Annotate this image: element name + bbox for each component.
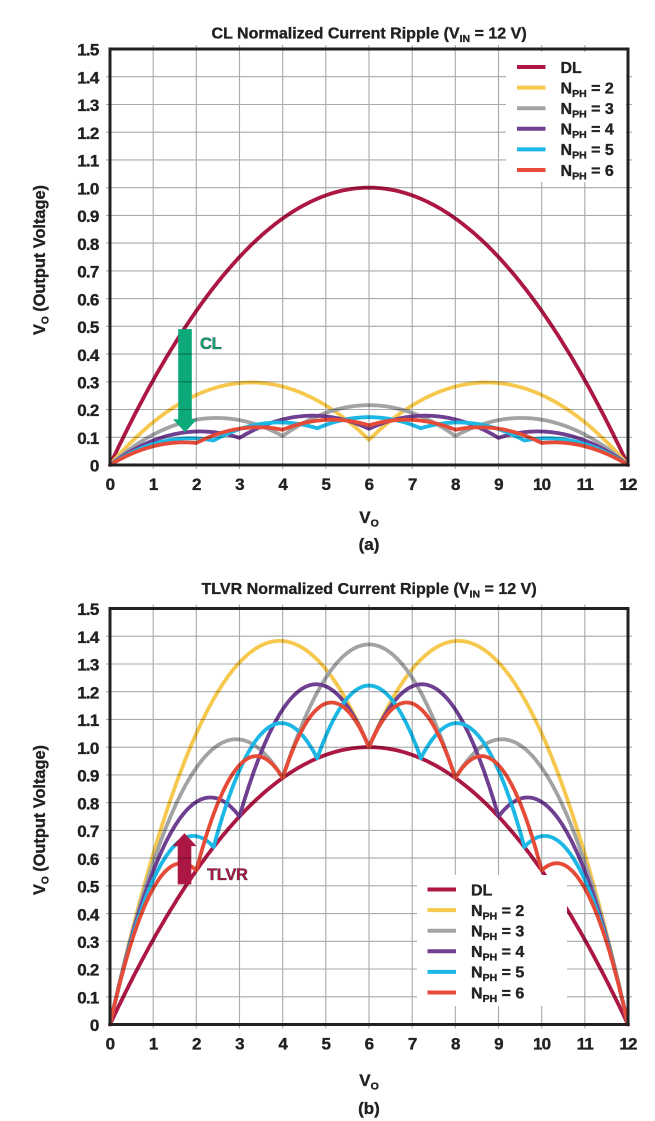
svg-text:7: 7	[408, 1034, 417, 1053]
svg-text:0.4: 0.4	[77, 346, 100, 365]
svg-text:0.3: 0.3	[77, 373, 99, 392]
svg-text:0: 0	[106, 475, 115, 494]
svg-text:4: 4	[278, 475, 288, 494]
svg-text:NPH = 6: NPH = 6	[471, 985, 524, 1005]
svg-text:(b): (b)	[358, 1099, 380, 1118]
svg-text:NPH = 4: NPH = 4	[471, 944, 524, 964]
svg-text:0.5: 0.5	[77, 877, 99, 896]
svg-text:0.2: 0.2	[77, 401, 99, 420]
svg-text:8: 8	[451, 1034, 460, 1053]
svg-text:NPH = 3: NPH = 3	[561, 101, 614, 121]
svg-text:0.9: 0.9	[77, 767, 99, 786]
svg-text:9: 9	[494, 475, 503, 494]
svg-text:NPH = 6: NPH = 6	[561, 163, 614, 183]
svg-text:0.1: 0.1	[77, 988, 99, 1007]
svg-text:0.4: 0.4	[77, 905, 100, 924]
svg-text:0.1: 0.1	[77, 429, 99, 448]
svg-text:CL Normalized Current Ripple (: CL Normalized Current Ripple (VIN = 12 V…	[212, 26, 527, 46]
svg-text:2: 2	[192, 475, 201, 494]
svg-text:0.2: 0.2	[77, 961, 99, 980]
svg-text:0.6: 0.6	[77, 290, 99, 309]
svg-text:4: 4	[278, 1034, 288, 1053]
svg-text:1.5: 1.5	[77, 41, 99, 60]
svg-text:1.3: 1.3	[77, 96, 99, 115]
svg-text:1.4: 1.4	[77, 68, 100, 87]
svg-text:6: 6	[365, 1034, 374, 1053]
svg-text:3: 3	[235, 1034, 244, 1053]
svg-text:9: 9	[494, 1034, 503, 1053]
svg-text:1.2: 1.2	[77, 124, 99, 143]
svg-text:5: 5	[321, 475, 330, 494]
svg-text:1: 1	[149, 475, 158, 494]
svg-text:0: 0	[106, 1034, 115, 1053]
svg-text:10: 10	[533, 1034, 551, 1053]
svg-text:1: 1	[149, 1034, 158, 1053]
svg-text:11: 11	[577, 1034, 594, 1053]
svg-text:DL: DL	[561, 60, 583, 77]
svg-text:0.7: 0.7	[77, 263, 99, 282]
svg-text:VO (Output Voltage): VO (Output Voltage)	[30, 745, 52, 895]
svg-text:0.8: 0.8	[77, 235, 99, 254]
svg-text:NPH = 5: NPH = 5	[471, 965, 524, 985]
svg-text:8: 8	[451, 475, 460, 494]
svg-text:1.1: 1.1	[77, 711, 99, 730]
svg-text:NPH = 2: NPH = 2	[471, 903, 524, 923]
svg-text:12: 12	[619, 475, 637, 494]
svg-text:2: 2	[192, 1034, 201, 1053]
svg-text:VO (Output Voltage): VO (Output Voltage)	[30, 185, 52, 335]
svg-text:(a): (a)	[359, 535, 380, 554]
svg-text:1.2: 1.2	[77, 683, 99, 702]
svg-text:0.8: 0.8	[77, 794, 99, 813]
svg-text:12: 12	[619, 1034, 637, 1053]
svg-text:0.9: 0.9	[77, 207, 99, 226]
svg-text:NPH = 3: NPH = 3	[471, 923, 524, 943]
svg-text:0.6: 0.6	[77, 850, 99, 869]
svg-text:0.5: 0.5	[77, 318, 99, 337]
svg-text:NPH = 4: NPH = 4	[561, 122, 614, 142]
svg-text:0: 0	[90, 457, 99, 476]
svg-text:NPH = 5: NPH = 5	[561, 142, 614, 162]
svg-text:1.0: 1.0	[77, 739, 99, 758]
svg-text:0.3: 0.3	[77, 933, 99, 952]
svg-text:10: 10	[533, 475, 551, 494]
svg-text:7: 7	[408, 475, 417, 494]
svg-text:DL: DL	[471, 882, 493, 899]
svg-text:1.4: 1.4	[77, 628, 100, 647]
svg-text:NPH = 2: NPH = 2	[561, 80, 614, 100]
svg-text:TLVR: TLVR	[207, 866, 248, 884]
svg-text:1.1: 1.1	[77, 152, 99, 171]
svg-text:3: 3	[235, 475, 244, 494]
svg-text:TLVR Normalized Current Ripple: TLVR Normalized Current Ripple (VIN = 12…	[202, 581, 537, 601]
svg-text:6: 6	[365, 475, 374, 494]
svg-text:5: 5	[321, 1034, 330, 1053]
svg-text:1.3: 1.3	[77, 656, 99, 675]
svg-text:CL: CL	[200, 335, 222, 353]
svg-text:0.7: 0.7	[77, 822, 99, 841]
svg-text:11: 11	[577, 475, 594, 494]
svg-text:0: 0	[90, 1016, 99, 1035]
svg-text:1.0: 1.0	[77, 179, 99, 198]
svg-text:1.5: 1.5	[77, 600, 99, 619]
